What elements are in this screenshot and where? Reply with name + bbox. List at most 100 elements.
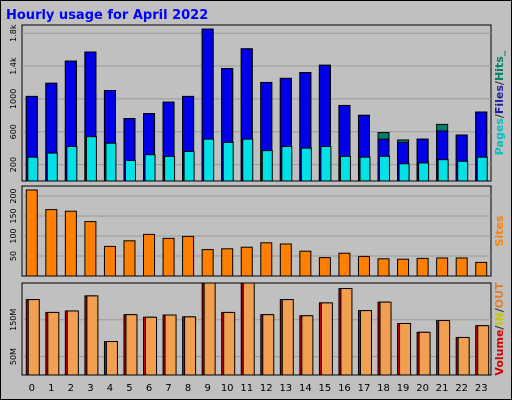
y-tick-label-0-1: 600 [9,124,18,139]
bar-sites-2 [64,210,77,277]
bar-out-19 [399,322,412,376]
x-tick-label-6: 6 [146,383,152,394]
y-tick-label-2-1: 150M [9,309,18,331]
legend-part-1-0: Sites [493,215,506,246]
y-tick-label-0-2: 1000 [9,89,18,109]
x-tick-label-14: 14 [299,383,312,394]
bar-sites-5 [123,240,136,277]
bar-out-15 [320,302,333,376]
bar-out-14 [301,315,314,376]
bar-out-3 [86,295,99,376]
bar-pages-5 [124,159,136,182]
bar-out-4 [105,341,118,376]
bar-out-10 [223,311,236,376]
bar-pages-3 [85,136,97,182]
bar-pages-15 [320,146,332,182]
bar-out-2 [66,310,79,376]
x-tick-label-17: 17 [358,383,371,394]
legend-label-1: Sites [493,215,506,246]
plot-area-0 [21,24,492,182]
plot-area-2 [21,282,492,376]
bar-sites-17 [357,255,370,277]
legend-part-2-2: IN [493,312,506,325]
x-tick-label-8: 8 [185,383,191,394]
y-tick-label-1-2: 150 [9,208,18,223]
x-tick-label-16: 16 [338,383,351,394]
bar-sites-1 [45,209,58,277]
y-tick-label-0-3: 1.4k [9,57,18,75]
bar-sites-19 [397,258,410,277]
bar-sites-8 [182,235,195,277]
bar-out-12 [262,314,275,376]
bar-sites-14 [299,250,312,277]
legend-part-2-0: Volume [493,330,506,376]
x-tick-label-0: 0 [29,383,35,394]
legend-part-0-2: Files [493,85,506,115]
bar-out-9 [203,282,216,376]
y-tick-label-1-3: 200 [9,188,18,203]
bar-sites-22 [455,257,468,277]
x-tick-label-15: 15 [319,383,332,394]
x-tick-label-23: 23 [475,383,488,394]
bar-pages-10 [222,141,234,182]
bar-sites-4 [103,245,116,277]
bar-out-22 [457,336,470,376]
bar-sites-11 [240,246,253,277]
x-tick-label-9: 9 [204,383,210,394]
y-tick-label-2-0: 50M [9,348,18,365]
legend-part-0-1: / [493,113,506,118]
bar-pages-0 [27,156,39,182]
bar-pages-22 [457,160,469,182]
bar-pages-9 [203,138,215,182]
bar-sites-3 [84,221,97,277]
x-tick-label-7: 7 [165,383,171,394]
bar-pages-12 [261,150,273,182]
x-tick-label-12: 12 [260,383,273,394]
bar-pages-16 [339,155,351,182]
bar-out-13 [281,299,294,376]
bar-out-17 [359,310,372,376]
legend-part-0-3: / [493,80,506,85]
bar-sites-18 [377,258,390,277]
bar-pages-11 [242,138,254,182]
bar-sites-23 [475,261,488,277]
x-tick-label-2: 2 [68,383,74,394]
x-tick-label-18: 18 [377,383,390,394]
y-tick-label-1-1: 100 [9,228,18,243]
bar-pages-13 [281,146,293,182]
bar-pages-23 [476,156,488,182]
bar-pages-2 [66,146,78,182]
x-tick-label-20: 20 [416,383,429,394]
bar-pages-6 [144,154,156,182]
bar-out-6 [145,316,158,376]
legend-part-0-4: Hits_ [493,50,506,81]
bar-out-1 [47,311,60,376]
x-tick-label-5: 5 [126,383,132,394]
x-tick-label-3: 3 [87,383,93,394]
bar-sites-15 [318,257,331,277]
y-tick-label-0-0: 200 [9,157,18,172]
bar-pages-17 [359,156,371,182]
x-tick-label-4: 4 [107,383,113,394]
x-tick-label-19: 19 [397,383,410,394]
bar-sites-0 [25,189,38,277]
bar-out-23 [477,325,490,376]
legend-label-2: Volume/IN/OUT [493,282,506,376]
bar-out-16 [340,288,353,376]
bar-sites-10 [221,248,234,277]
bar-sites-6 [143,233,156,277]
bar-pages-4 [105,142,117,182]
y-tick-label-1-0: 50 [9,251,18,261]
bar-pages-1 [46,152,58,182]
legend-label-0: Pages/Files/Hits_ [493,50,506,155]
bar-pages-19 [398,163,410,182]
bar-pages-20 [418,162,430,182]
bar-out-20 [418,331,431,376]
bar-out-0 [27,299,40,376]
x-tick-label-10: 10 [221,383,234,394]
x-tick-label-22: 22 [455,383,468,394]
bar-out-8 [184,316,197,376]
x-tick-label-21: 21 [436,383,449,394]
